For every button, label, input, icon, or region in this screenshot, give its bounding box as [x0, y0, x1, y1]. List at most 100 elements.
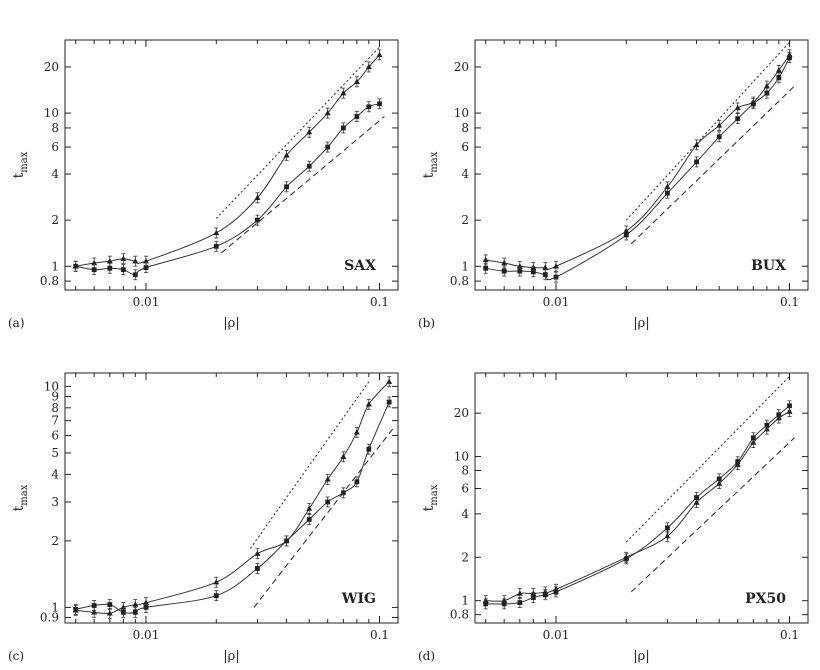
y-tick-label: 2	[461, 550, 469, 564]
data-point-square	[501, 268, 507, 274]
data-point-triangle	[376, 51, 383, 58]
y-axis-label: tmax	[11, 484, 30, 511]
chart-panel-d: 0.8 1 2 4 6 8 10 20 0.01 0.1 |ρ| tmax (d) PX50	[410, 333, 820, 670]
data-point-square	[517, 600, 523, 605]
data-point-square	[107, 265, 113, 271]
data-point-square	[694, 495, 699, 500]
data-point-square	[377, 101, 382, 107]
data-point-square	[213, 243, 219, 249]
data-point-square	[542, 592, 548, 598]
x-axis-label: |ρ|	[633, 649, 649, 664]
x-axis-label: |ρ|	[223, 316, 239, 331]
reference-line-dashed	[630, 437, 795, 593]
y-tick-label: 10	[454, 106, 469, 120]
y-tick-label: 20	[454, 406, 469, 420]
chart-svg-b: 0.81 2 4 6 810 20 0.01 0.1 |ρ| tmax (b) BUX	[418, 39, 809, 331]
data-point-triangle	[283, 152, 290, 158]
y-axis-label: tmax	[421, 151, 440, 178]
data-point-triangle	[254, 550, 261, 556]
data-point-square	[623, 556, 629, 562]
series-line-square	[485, 57, 790, 281]
y-tick-label: 3	[51, 495, 59, 509]
y-tick-label: 10	[44, 379, 59, 393]
series-line-triangle	[485, 54, 790, 270]
data-point-square	[764, 422, 770, 428]
data-point-triangle	[91, 609, 98, 615]
data-point-triangle	[340, 453, 347, 460]
data-point-square	[750, 101, 756, 107]
y-tick-label: 2	[461, 213, 469, 227]
data-point-square	[483, 265, 489, 271]
data-point-triangle	[142, 257, 149, 264]
x-tick-label: 0.1	[780, 295, 799, 309]
plot-frame	[474, 372, 809, 624]
data-point-square	[73, 263, 79, 269]
data-point-square	[107, 602, 113, 607]
y-tick-label: 0.8	[450, 608, 469, 622]
data-point-triangle	[213, 229, 220, 236]
y-tick-label: 0.9	[40, 611, 59, 625]
data-point-square	[735, 459, 741, 465]
data-point-square	[776, 75, 782, 81]
data-point-square	[665, 190, 670, 196]
y-axis-label: tmax	[11, 151, 30, 178]
reference-line-dotted	[625, 376, 790, 543]
y-tick-label: 8	[51, 401, 59, 415]
data-point-square	[735, 116, 741, 122]
y-tick-label: 10	[44, 106, 59, 120]
data-point-square	[284, 538, 289, 544]
y-tick-label: 1	[51, 259, 59, 273]
data-point-square	[255, 217, 260, 223]
series-name-label: WIG	[341, 591, 376, 607]
data-point-triangle	[340, 89, 347, 96]
data-point-square	[284, 184, 289, 190]
panel-label: (a)	[8, 316, 25, 330]
y-axis-label-subscript: max	[19, 484, 30, 505]
data-point-square	[213, 593, 219, 599]
data-point-triangle	[132, 601, 139, 607]
reference-line-dotted	[215, 46, 380, 219]
y-tick-label: 4	[51, 167, 59, 181]
data-point-triangle	[365, 63, 372, 70]
data-point-square	[325, 499, 331, 505]
y-tick-label: 7	[51, 414, 59, 428]
data-point-square	[386, 399, 392, 405]
data-point-square	[91, 603, 97, 608]
data-point-square	[306, 163, 312, 169]
y-tick-label: 2	[51, 213, 59, 227]
x-axis-label: |ρ|	[223, 649, 239, 664]
y-tick-label: 6	[51, 140, 59, 154]
data-point-triangle	[132, 257, 139, 264]
data-point-triangle	[353, 78, 360, 85]
data-point-triangle	[763, 82, 770, 89]
chart-panel-b: 0.8 1 2 4 6 8 10 20 0.01 0.1 |ρ| tmax (b) BUX	[410, 0, 820, 337]
y-tick-label: 5	[51, 446, 59, 460]
x-tick-label: 0.01	[133, 628, 160, 642]
data-point-triangle	[324, 476, 331, 482]
data-point-square	[694, 159, 699, 165]
data-point-square	[120, 267, 126, 273]
data-point-triangle	[91, 259, 98, 266]
data-point-triangle	[775, 67, 782, 73]
x-tick-label: 0.01	[543, 295, 570, 309]
chart-panel-c: 0.9 1 2 3 4 5 6 7 8 9 10 0.01 0.1 |ρ| tmax (c) WIG	[0, 333, 410, 670]
data-point-triangle	[120, 255, 127, 261]
data-point-triangle	[501, 259, 508, 266]
data-point-triangle	[716, 122, 723, 128]
data-point-square	[354, 479, 360, 485]
data-point-triangle	[542, 264, 549, 270]
series-line-triangle	[485, 411, 790, 602]
y-axis-label: tmax	[421, 484, 440, 511]
data-point-triangle	[516, 590, 523, 596]
data-point-square	[132, 272, 138, 278]
panel-label: (b)	[418, 316, 435, 330]
y-tick-label: 20	[454, 60, 469, 74]
y-tick-label: 1	[51, 600, 59, 614]
data-point-square	[530, 595, 536, 601]
chart-svg-a: 0.81 2 4 6 810 20 0.01 0.1 |ρ| tmax (a) SAX	[8, 39, 399, 331]
data-point-square	[787, 55, 792, 61]
data-point-square	[143, 605, 149, 610]
chart-panel-a: 0.8 1 2 4 6 8 10 20 0.01 0.1 |ρ| tmax (a) SAX	[0, 0, 410, 337]
data-point-triangle	[106, 610, 113, 616]
